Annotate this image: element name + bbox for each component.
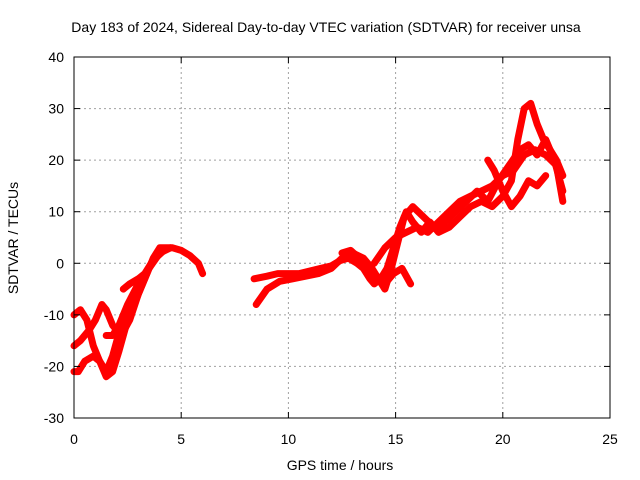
y-tick-label: 20 [48,152,64,168]
x-tick-label: 15 [388,431,404,447]
x-axis-label: GPS time / hours [287,457,394,473]
series-arc-2b [252,136,567,308]
chart-title: Day 183 of 2024, Sidereal Day-to-day VTE… [71,19,581,35]
x-tick-label: 25 [602,431,618,447]
x-tick-label: 0 [70,431,78,447]
y-tick-label: -20 [44,358,64,374]
y-tick-label: -10 [44,307,64,323]
y-tick-label: -30 [44,410,64,426]
series-arc-2d [370,146,567,267]
y-tick-label: 0 [56,255,64,271]
plot-frame [73,56,611,419]
x-tick-label: 10 [281,431,297,447]
series-layer [70,99,567,381]
series-arc-2e [484,156,550,211]
y-tick-label: 10 [48,204,64,220]
y-axis-label: SDTVAR / TECUs [5,182,21,294]
y-tick-label: 40 [48,49,64,65]
series-arc-2a [250,99,567,288]
series-arc-1c [70,306,127,376]
y-tick-label: 30 [48,101,64,117]
series-arc-2c [338,246,415,288]
tick-layer: 0 5 10 15 20 25 -30 -20 -10 0 10 20 30 40 [44,49,618,447]
x-tick-label: 5 [177,431,185,447]
series-arc-1e [119,249,164,293]
x-tick-label: 20 [495,431,511,447]
